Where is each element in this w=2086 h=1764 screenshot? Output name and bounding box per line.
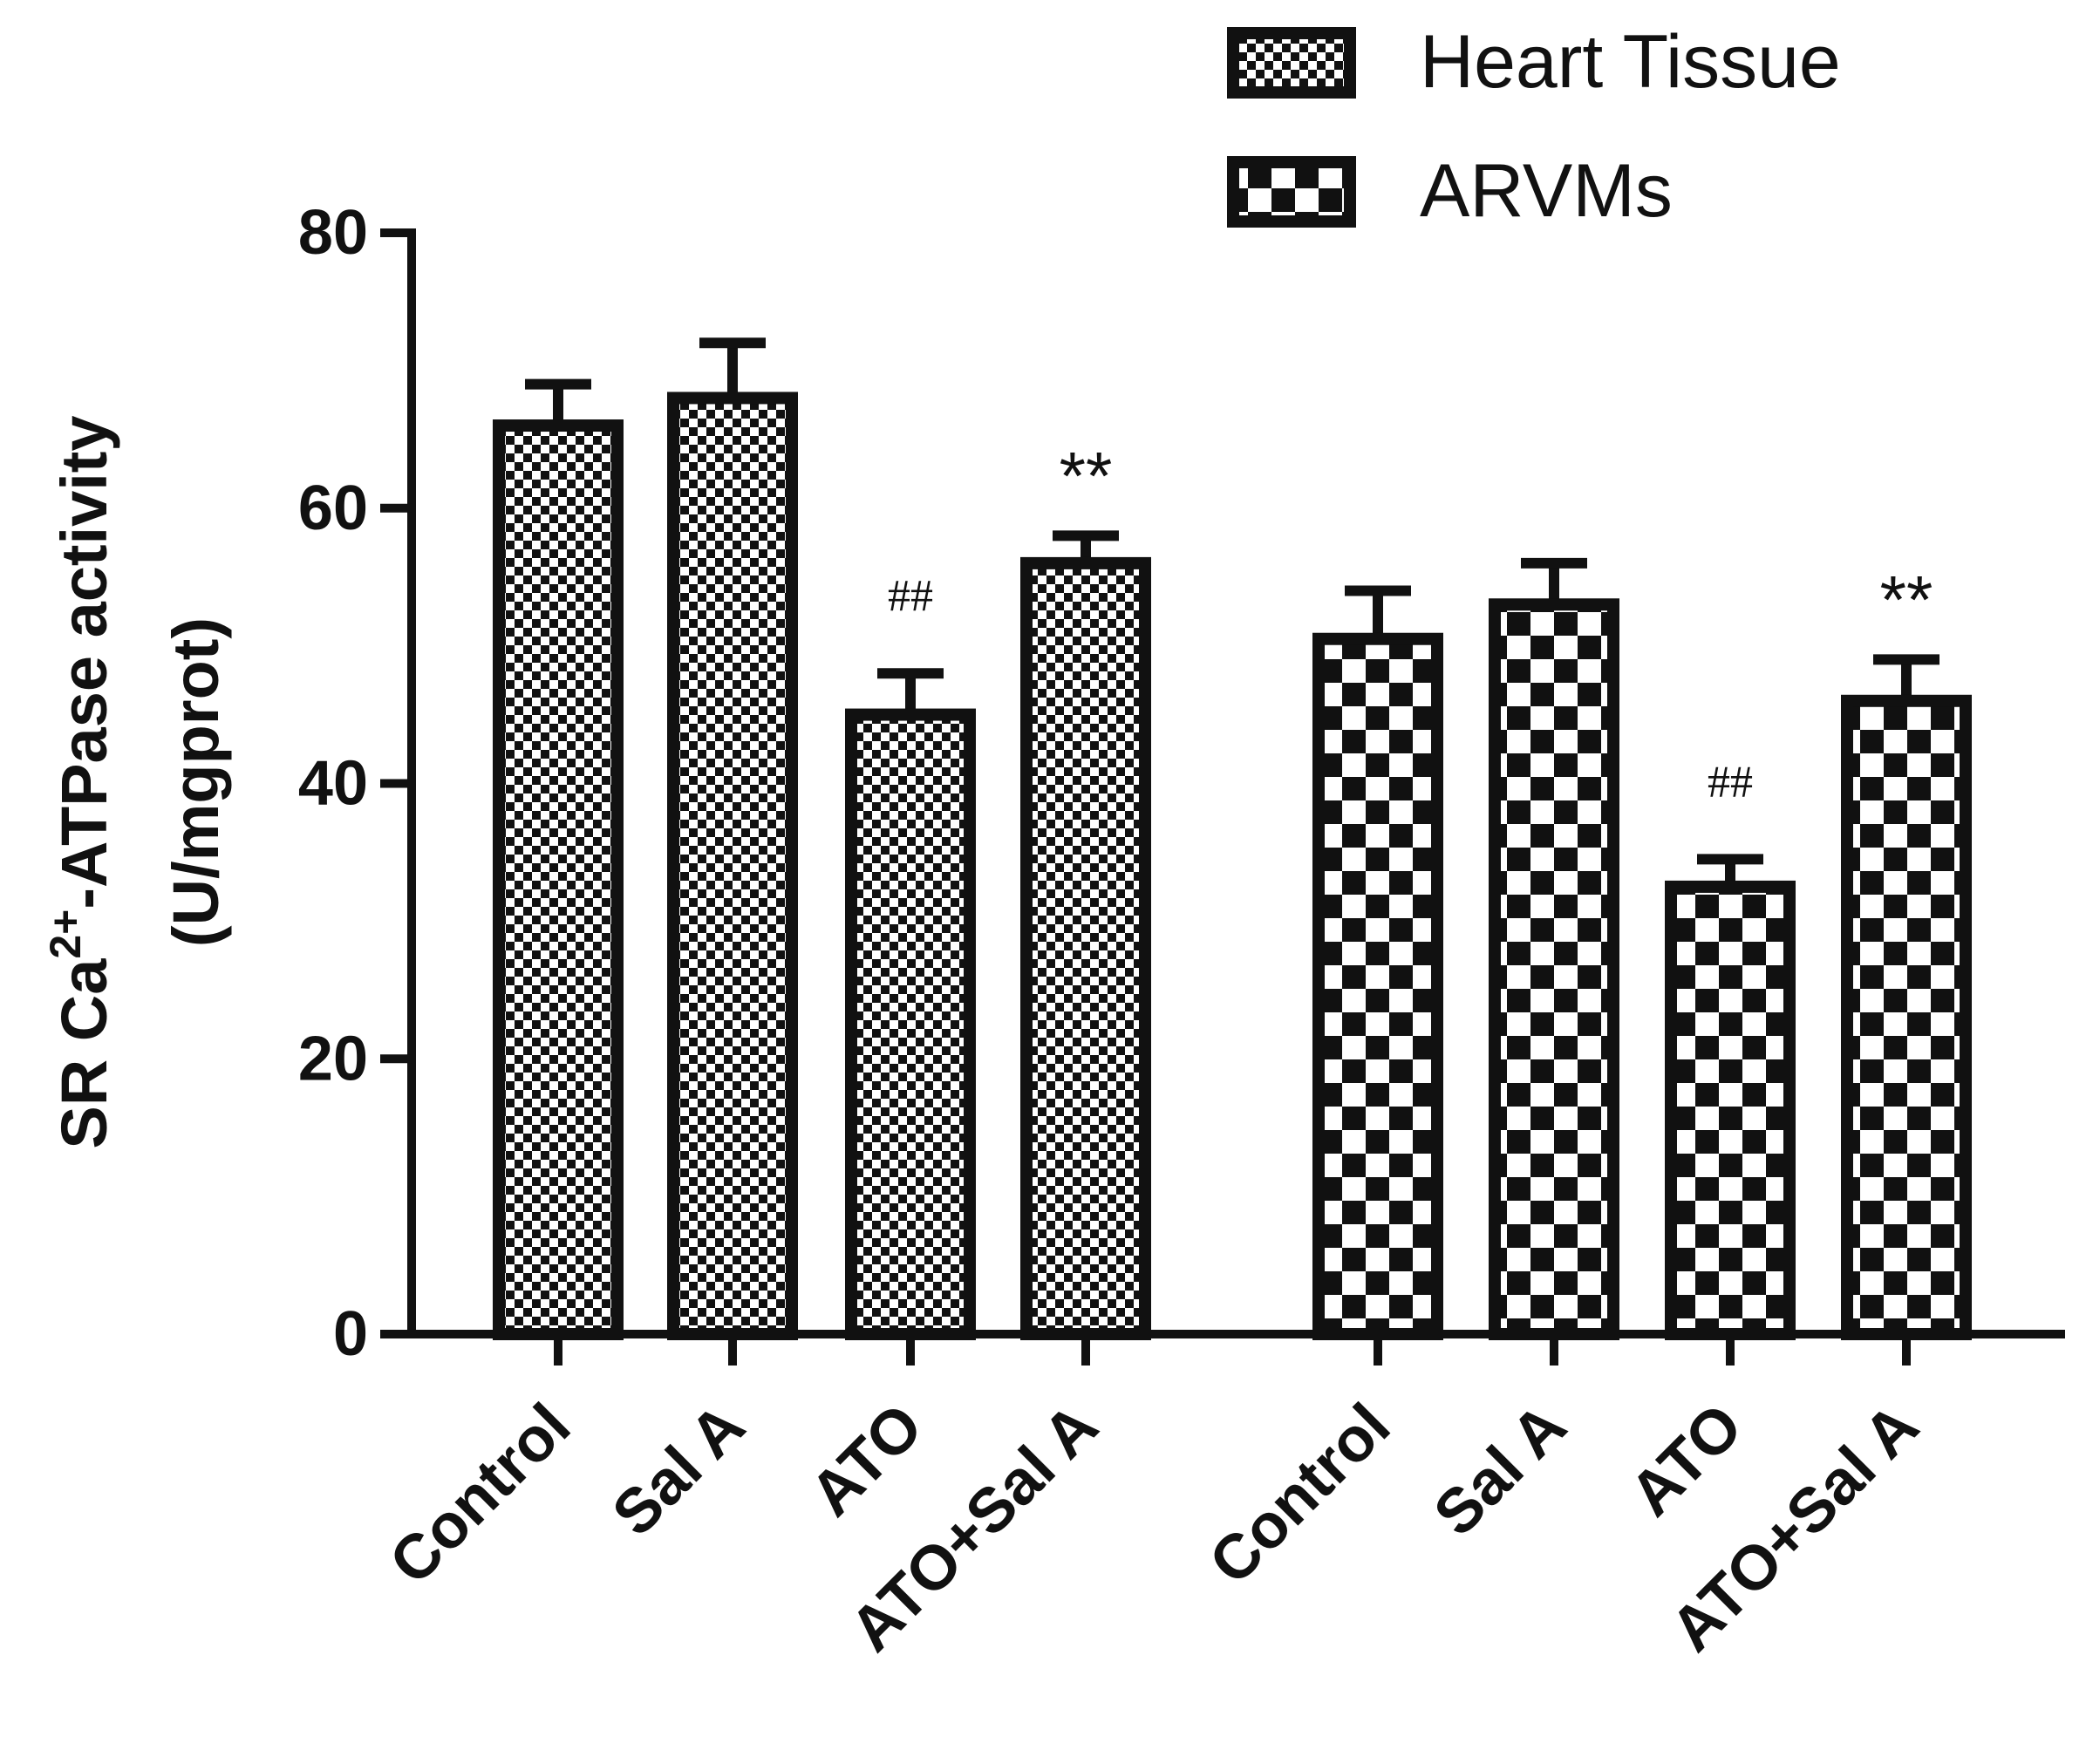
axes-layer — [380, 228, 2065, 1366]
bar-arvms-ato-sal-a — [1841, 694, 1972, 1340]
bar-arvms-sal-a — [1489, 598, 1619, 1340]
y-tick-label-20: 20 — [298, 1024, 368, 1093]
x-tick-label-arvms-control: Control — [1196, 1391, 1404, 1598]
x-tick-label-arvms-ato: ATO — [1617, 1391, 1755, 1529]
legend-label-arvms: ARVMs — [1420, 149, 1673, 233]
x-tick-label-heart-tissue-ato: ATO — [797, 1391, 936, 1529]
bars-layer — [493, 27, 1972, 1341]
bar-arvms-ato — [1665, 880, 1796, 1340]
annotation-arvms-ato-sal-a: ** — [1880, 561, 1933, 637]
y-tick-label-80: 80 — [298, 198, 368, 268]
legend-swatch-arvms — [1227, 156, 1356, 228]
y-axis-title-superscript: 2+ — [41, 909, 90, 959]
legend-label-heart-tissue: Heart Tissue — [1420, 20, 1841, 104]
y-tick-label-40: 40 — [298, 749, 368, 819]
bar-arvms-control — [1312, 632, 1443, 1340]
annotation-arvms-ato: ## — [1708, 757, 1753, 807]
bar-heart-tissue-ato — [845, 708, 976, 1340]
bar-heart-tissue-ato-sal-a — [1020, 556, 1151, 1340]
y-axis-units: (U/mgprot) — [160, 617, 232, 947]
legend-swatch-heart-tissue — [1227, 27, 1356, 99]
bar-heart-tissue-sal-a — [667, 392, 798, 1341]
y-tick-label-60: 60 — [298, 473, 368, 543]
labels-layer: Control Sal A##ATO**ATO+Sal A Control Sal A… — [41, 20, 1933, 1665]
y-axis-title-suffix: -ATPase activity — [48, 415, 120, 909]
x-tick-label-arvms-sal-a: Sal A — [1421, 1391, 1579, 1549]
annotation-heart-tissue-ato-sal-a: ** — [1060, 437, 1113, 514]
y-axis-title: SR Ca2+-ATPase activity — [41, 415, 120, 1148]
y-tick-label-0: 0 — [333, 1299, 368, 1369]
bar-heart-tissue-control — [493, 419, 624, 1340]
x-tick-label-heart-tissue-control: Control — [377, 1391, 584, 1598]
annotation-heart-tissue-ato: ## — [888, 571, 933, 621]
x-tick-label-heart-tissue-sal-a: Sal A — [599, 1391, 758, 1549]
y-axis-title-prefix: SR Ca — [48, 958, 120, 1149]
